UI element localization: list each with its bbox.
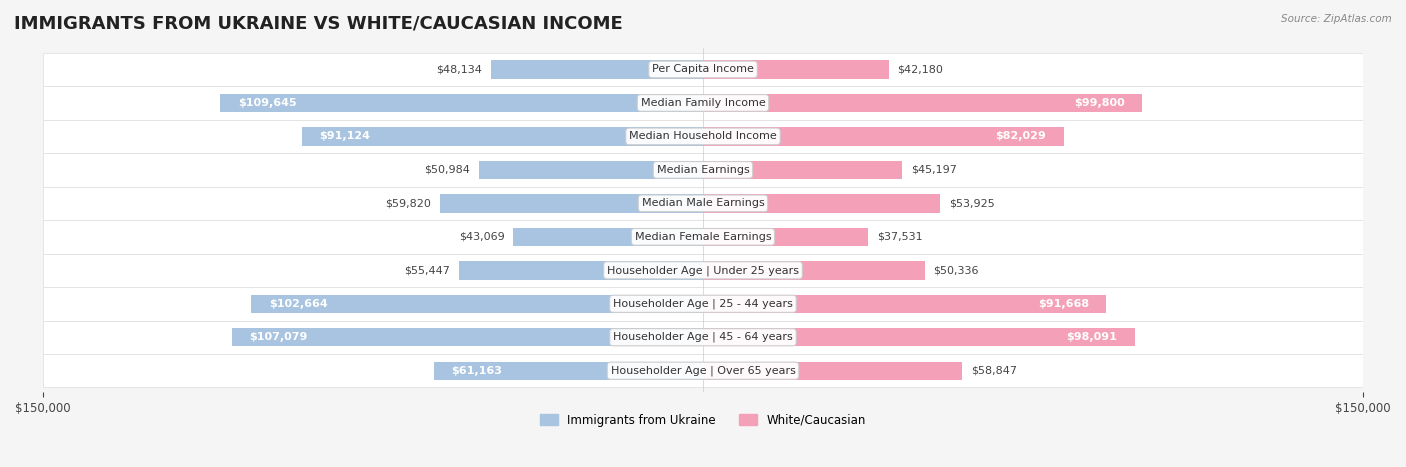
Text: Source: ZipAtlas.com: Source: ZipAtlas.com [1281, 14, 1392, 24]
FancyBboxPatch shape [42, 320, 1364, 354]
Bar [703, 94, 1142, 112]
Bar [703, 328, 1135, 347]
FancyBboxPatch shape [42, 254, 1364, 287]
Bar [513, 227, 703, 246]
Bar [434, 361, 703, 380]
Text: $91,124: $91,124 [319, 131, 371, 142]
Bar [703, 227, 868, 246]
Text: $82,029: $82,029 [995, 131, 1046, 142]
Text: $61,163: $61,163 [451, 366, 502, 376]
Text: IMMIGRANTS FROM UKRAINE VS WHITE/CAUCASIAN INCOME: IMMIGRANTS FROM UKRAINE VS WHITE/CAUCASI… [14, 14, 623, 32]
Text: Householder Age | Under 25 years: Householder Age | Under 25 years [607, 265, 799, 276]
Bar [491, 60, 703, 78]
Text: $98,091: $98,091 [1066, 332, 1118, 342]
Text: Per Capita Income: Per Capita Income [652, 64, 754, 74]
Bar [703, 361, 962, 380]
Bar [703, 127, 1064, 146]
Bar [440, 194, 703, 212]
Text: Median Household Income: Median Household Income [628, 131, 778, 142]
Bar [252, 295, 703, 313]
Text: $58,847: $58,847 [970, 366, 1017, 376]
Text: $42,180: $42,180 [897, 64, 943, 74]
Text: $59,820: $59,820 [385, 198, 430, 208]
Text: Householder Age | 45 - 64 years: Householder Age | 45 - 64 years [613, 332, 793, 342]
FancyBboxPatch shape [42, 86, 1364, 120]
Text: Median Male Earnings: Median Male Earnings [641, 198, 765, 208]
Text: $102,664: $102,664 [269, 299, 328, 309]
Text: $43,069: $43,069 [458, 232, 505, 242]
Text: $50,984: $50,984 [425, 165, 470, 175]
Bar [221, 94, 703, 112]
Bar [703, 295, 1107, 313]
Text: Householder Age | Over 65 years: Householder Age | Over 65 years [610, 366, 796, 376]
FancyBboxPatch shape [42, 354, 1364, 388]
Text: Median Earnings: Median Earnings [657, 165, 749, 175]
Bar [703, 161, 901, 179]
Text: Median Female Earnings: Median Female Earnings [634, 232, 772, 242]
FancyBboxPatch shape [42, 220, 1364, 254]
Text: Median Family Income: Median Family Income [641, 98, 765, 108]
FancyBboxPatch shape [42, 120, 1364, 153]
FancyBboxPatch shape [42, 287, 1364, 320]
Text: $55,447: $55,447 [405, 265, 450, 275]
Bar [478, 161, 703, 179]
Bar [302, 127, 703, 146]
Bar [232, 328, 703, 347]
Text: $99,800: $99,800 [1074, 98, 1125, 108]
Bar [703, 60, 889, 78]
Text: Householder Age | 25 - 44 years: Householder Age | 25 - 44 years [613, 298, 793, 309]
FancyBboxPatch shape [42, 153, 1364, 187]
Text: $107,079: $107,079 [249, 332, 308, 342]
FancyBboxPatch shape [42, 53, 1364, 86]
Text: $50,336: $50,336 [934, 265, 979, 275]
Text: $109,645: $109,645 [238, 98, 297, 108]
Text: $53,925: $53,925 [949, 198, 995, 208]
Bar [703, 261, 925, 280]
Text: $48,134: $48,134 [436, 64, 482, 74]
Bar [458, 261, 703, 280]
Legend: Immigrants from Ukraine, White/Caucasian: Immigrants from Ukraine, White/Caucasian [536, 409, 870, 432]
FancyBboxPatch shape [42, 187, 1364, 220]
Bar [703, 194, 941, 212]
Text: $91,668: $91,668 [1038, 299, 1088, 309]
Text: $45,197: $45,197 [911, 165, 956, 175]
Text: $37,531: $37,531 [877, 232, 922, 242]
